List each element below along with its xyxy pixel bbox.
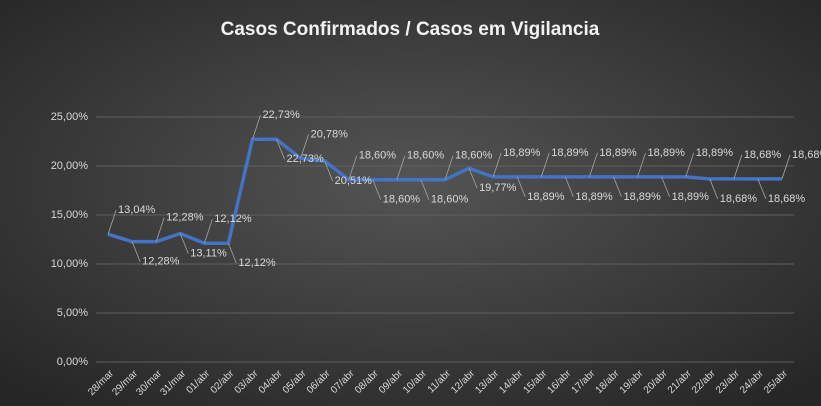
y-tick-label: 5,00% xyxy=(57,307,88,319)
leader-line xyxy=(444,155,454,180)
leader-line xyxy=(661,176,670,198)
data-label: 18,60% xyxy=(359,150,397,162)
leader-line xyxy=(179,233,189,254)
leader-line xyxy=(492,152,502,178)
data-label: 18,89% xyxy=(648,147,686,159)
data-label: 18,89% xyxy=(551,147,589,159)
leader-line xyxy=(564,176,574,198)
leader-line xyxy=(733,154,743,180)
data-label: 18,60% xyxy=(383,194,421,206)
leader-line xyxy=(757,178,767,200)
leader-line xyxy=(300,134,309,159)
data-label: 20,78% xyxy=(311,128,349,140)
chart-title: Casos Confirmados / Casos em Vigilancia xyxy=(221,19,600,40)
data-label: 18,89% xyxy=(672,191,710,203)
leader-line xyxy=(276,139,285,160)
leader-line xyxy=(420,179,430,200)
data-label: 12,28% xyxy=(142,256,180,268)
leader-line xyxy=(324,160,334,182)
data-label: 18,89% xyxy=(696,147,734,159)
data-label: 13,11% xyxy=(190,247,227,259)
leader-line xyxy=(781,154,791,180)
data-label: 13,04% xyxy=(118,204,156,216)
leader-line xyxy=(613,176,622,198)
leader-line xyxy=(107,210,117,235)
leader-line xyxy=(709,178,719,200)
leader-line xyxy=(396,155,406,180)
data-label: 22,73% xyxy=(262,109,300,121)
leader-line xyxy=(589,152,598,178)
y-tick-label: 0,00% xyxy=(57,356,88,368)
data-label: 18,89% xyxy=(503,147,541,159)
y-tick-label: 10,00% xyxy=(51,258,89,270)
data-label: 18,60% xyxy=(431,194,469,206)
leader-line xyxy=(637,152,646,178)
data-label: 18,68% xyxy=(768,193,806,205)
y-tick-label: 25,00% xyxy=(51,111,89,123)
data-label: 22,73% xyxy=(287,153,325,165)
data-label: 18,68% xyxy=(720,193,758,205)
data-label: 19,77% xyxy=(479,182,517,194)
leader-line xyxy=(252,115,261,140)
y-tick-label: 15,00% xyxy=(51,209,89,221)
data-label: 18,68% xyxy=(744,149,782,161)
data-label: 18,68% xyxy=(792,149,821,161)
data-label: 20,51% xyxy=(335,175,373,187)
leader-line xyxy=(203,219,213,244)
leader-line xyxy=(155,217,165,242)
data-label: 18,89% xyxy=(623,191,661,203)
data-label: 12,12% xyxy=(238,257,276,269)
leader-line xyxy=(516,176,526,198)
data-label: 12,28% xyxy=(166,212,204,224)
leader-line xyxy=(228,243,237,264)
leader-line xyxy=(348,155,358,180)
data-label: 18,89% xyxy=(575,191,613,203)
leader-line xyxy=(131,241,141,262)
data-label: 18,89% xyxy=(599,147,637,159)
data-label: 18,89% xyxy=(527,191,565,203)
leader-line xyxy=(540,152,550,178)
leader-line xyxy=(685,152,695,178)
leader-line xyxy=(468,168,478,189)
leader-line xyxy=(372,179,382,200)
y-tick-label: 20,00% xyxy=(51,160,89,172)
data-label: 18,60% xyxy=(407,150,445,162)
data-label: 18,60% xyxy=(455,150,493,162)
data-label: 12,12% xyxy=(214,213,252,225)
